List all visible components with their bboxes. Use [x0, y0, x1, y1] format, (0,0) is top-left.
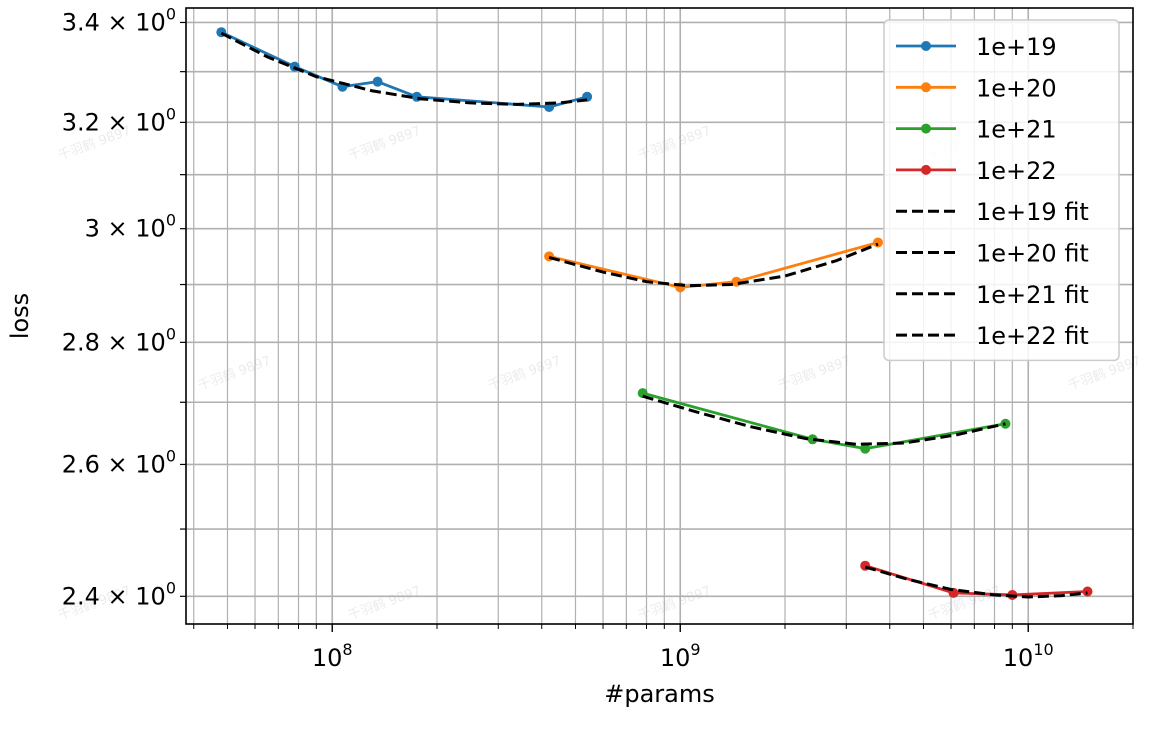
- y-tick-exponent: 0: [166, 4, 176, 23]
- legend-marker: [921, 82, 931, 93]
- legend-marker: [921, 123, 931, 134]
- plot-frame: [185, 7, 1134, 625]
- x-tick-exponent: 10: [1033, 640, 1053, 659]
- x-tick-base: 10: [312, 644, 343, 672]
- y-axis-label: loss: [6, 293, 34, 339]
- y-tick-mantissa: 3 × 10: [85, 215, 166, 243]
- y-tick-label: 3.4 × 100: [62, 4, 176, 36]
- x-tick-label: 1010: [1003, 640, 1054, 672]
- legend-marker: [921, 41, 931, 51]
- legend-label: 1e+19: [976, 33, 1057, 61]
- x-tick-label: 109: [660, 640, 701, 672]
- legend-label: 1e+22: [976, 157, 1057, 185]
- y-tick-label: 2.4 × 100: [62, 578, 176, 610]
- legend-label: 1e+21 fit: [976, 281, 1089, 309]
- fit-line-1e+20 fit: [548, 242, 879, 288]
- y-tick-mantissa: 2.8 × 10: [62, 328, 166, 356]
- legend-label: 1e+20: [976, 74, 1057, 102]
- legend-box: [883, 19, 1120, 362]
- y-tick-exponent: 0: [166, 324, 176, 343]
- legend: 1e+19 1e+20 1e+21 1e+22 1e+19 fit 1e+20 fit 1e…: [883, 19, 1120, 362]
- series-line-1e+21: [642, 391, 1006, 451]
- legend-label: 1e+21: [976, 116, 1057, 144]
- x-tick-exponent: 9: [690, 640, 700, 659]
- y-tick-mantissa: 2.6 × 10: [62, 450, 166, 478]
- legend-marker: [921, 164, 931, 175]
- y-tick-exponent: 0: [166, 446, 176, 465]
- fit-line-1e+21 fit: [642, 394, 1006, 446]
- y-tick-exponent: 0: [166, 211, 176, 230]
- y-tick-mantissa: 2.4 × 10: [62, 582, 166, 610]
- y-tick-label: 2.6 × 100: [62, 446, 176, 478]
- x-tick-exponent: 8: [342, 640, 352, 659]
- data-point: [872, 237, 883, 248]
- y-tick-label: 3 × 100: [85, 211, 176, 243]
- x-axis-label: #params: [604, 680, 715, 708]
- data-point: [807, 434, 818, 445]
- y-tick-exponent: 0: [166, 578, 176, 597]
- axis-ticks: [180, 21, 1134, 632]
- x-tick-label: 108: [312, 640, 353, 672]
- data-point: [860, 443, 871, 454]
- y-tick-mantissa: 3.2 × 10: [62, 108, 166, 136]
- y-tick-label: 2.8 × 100: [62, 324, 176, 356]
- data-point: [372, 76, 383, 87]
- legend-label: 1e+22 fit: [976, 322, 1089, 350]
- y-tick-mantissa: 3.4 × 10: [62, 8, 166, 36]
- y-tick-exponent: 0: [166, 104, 176, 123]
- legend-label: 1e+19 fit: [976, 198, 1089, 226]
- data-point: [1082, 586, 1093, 597]
- y-tick-label: 3.2 × 100: [62, 104, 176, 136]
- x-tick-base: 10: [660, 644, 691, 672]
- fit-line-1e+19 fit: [220, 31, 588, 106]
- legend-label: 1e+20 fit: [976, 240, 1089, 268]
- fit-line-1e+22 fit: [864, 565, 1088, 599]
- plot-area: [216, 27, 1093, 600]
- x-tick-base: 10: [1003, 644, 1034, 672]
- data-point: [411, 91, 422, 102]
